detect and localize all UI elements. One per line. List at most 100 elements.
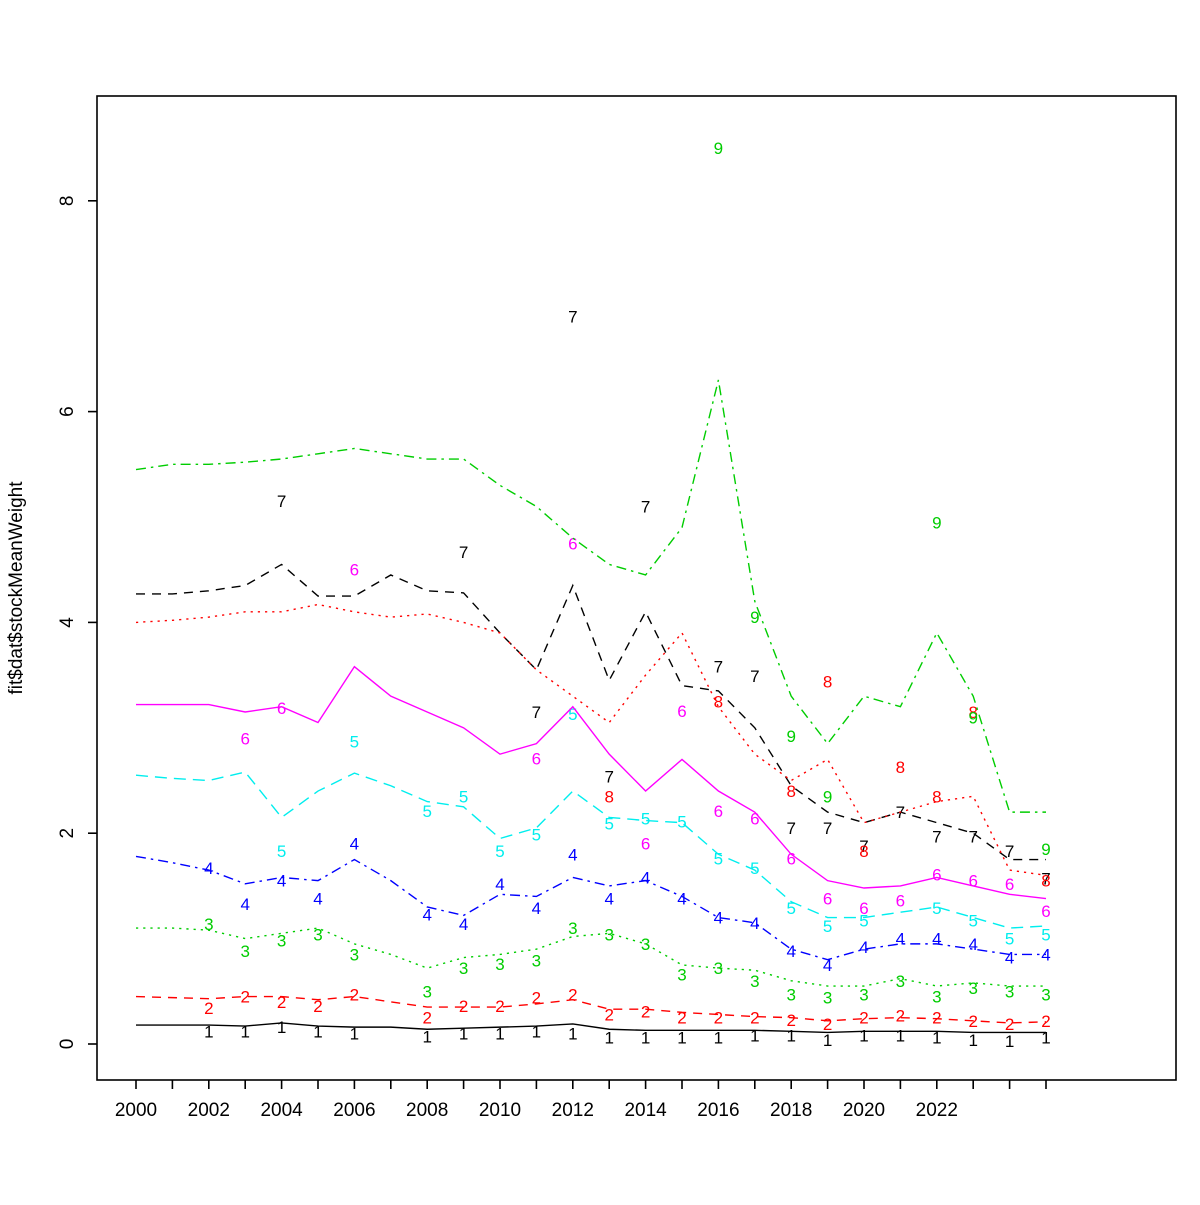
obs-label-age-2: 2 — [604, 1005, 613, 1024]
obs-label-age-3: 3 — [932, 988, 941, 1007]
obs-label-age-8: 8 — [823, 672, 832, 691]
obs-label-age-2: 2 — [277, 993, 286, 1012]
x-tick-label: 2010 — [479, 1100, 521, 1121]
obs-label-age-1: 1 — [823, 1031, 832, 1050]
obs-label-age-2: 2 — [641, 1002, 650, 1021]
obs-label-age-3: 3 — [1005, 982, 1014, 1001]
obs-label-age-4: 4 — [1005, 949, 1014, 968]
obs-label-age-6: 6 — [896, 892, 905, 911]
obs-label-age-2: 2 — [204, 999, 213, 1018]
obs-label-age-2: 2 — [896, 1007, 905, 1026]
obs-label-age-2: 2 — [859, 1009, 868, 1028]
obs-label-age-4: 4 — [240, 895, 249, 914]
series-line-age-9 — [135, 379, 1046, 813]
obs-label-age-4: 4 — [859, 938, 868, 957]
x-tick-label: 2004 — [260, 1100, 303, 1121]
series-line-age-2 — [135, 995, 1047, 1024]
obs-label-age-7: 7 — [277, 492, 286, 511]
obs-label-age-9: 9 — [786, 727, 795, 746]
obs-label-age-4: 4 — [968, 935, 977, 954]
obs-label-age-9: 9 — [1041, 840, 1050, 859]
obs-label-age-7: 7 — [968, 827, 977, 846]
obs-label-age-1: 1 — [641, 1029, 650, 1048]
obs-label-age-1: 1 — [968, 1031, 977, 1050]
plot-frame — [96, 95, 1177, 1081]
series-line-age-4 — [135, 855, 1046, 961]
obs-label-age-6: 6 — [786, 849, 795, 868]
obs-label-age-7: 7 — [568, 308, 577, 327]
obs-label-age-1: 1 — [313, 1022, 322, 1041]
obs-label-age-9: 9 — [714, 139, 723, 158]
obs-label-age-9: 9 — [750, 608, 759, 627]
obs-label-age-5: 5 — [350, 733, 359, 752]
obs-label-age-3: 3 — [786, 985, 795, 1004]
obs-label-age-6: 6 — [568, 534, 577, 553]
obs-label-age-3: 3 — [568, 919, 577, 938]
obs-label-age-3: 3 — [677, 965, 686, 984]
obs-label-age-4: 4 — [277, 872, 286, 891]
obs-label-age-6: 6 — [277, 699, 286, 718]
x-tick-label: 2020 — [843, 1100, 885, 1121]
obs-label-age-5: 5 — [932, 899, 941, 918]
obs-label-age-3: 3 — [896, 972, 905, 991]
obs-label-age-6: 6 — [1005, 875, 1014, 894]
obs-label-age-6: 6 — [859, 899, 868, 918]
obs-label-age-4: 4 — [677, 890, 686, 909]
series-line-age-5 — [135, 771, 1047, 929]
obs-label-age-3: 3 — [313, 925, 322, 944]
obs-label-age-1: 1 — [714, 1029, 723, 1048]
obs-label-age-3: 3 — [604, 925, 613, 944]
obs-label-age-6: 6 — [750, 809, 759, 828]
obs-label-age-4: 4 — [641, 868, 650, 887]
obs-label-age-1: 1 — [240, 1022, 249, 1041]
obs-label-age-4: 4 — [422, 905, 431, 924]
obs-label-age-8: 8 — [714, 692, 723, 711]
obs-label-age-3: 3 — [859, 985, 868, 1004]
obs-label-age-2: 2 — [677, 1009, 686, 1028]
obs-label-age-1: 1 — [204, 1022, 213, 1041]
obs-label-age-1: 1 — [896, 1027, 905, 1046]
obs-label-age-2: 2 — [313, 997, 322, 1016]
obs-label-age-4: 4 — [204, 859, 213, 878]
series-line-age-1 — [136, 1022, 1046, 1034]
obs-label-age-7: 7 — [932, 827, 941, 846]
obs-label-age-6: 6 — [932, 865, 941, 884]
y-tick-label: 6 — [57, 406, 78, 417]
obs-label-age-5: 5 — [823, 917, 832, 936]
obs-label-age-1: 1 — [277, 1018, 286, 1037]
obs-label-age-3: 3 — [350, 945, 359, 964]
obs-label-age-9: 9 — [968, 708, 977, 727]
obs-label-age-5: 5 — [1005, 930, 1014, 949]
x-tick-label: 2002 — [188, 1100, 230, 1121]
obs-label-age-6: 6 — [677, 702, 686, 721]
obs-label-age-2: 2 — [1041, 1012, 1050, 1031]
obs-label-age-5: 5 — [968, 912, 977, 931]
obs-label-age-4: 4 — [1041, 945, 1050, 964]
obs-label-age-4: 4 — [750, 914, 759, 933]
obs-label-age-3: 3 — [750, 972, 759, 991]
y-axis-label: fit$dat$stockMeanWeight — [6, 481, 27, 695]
obs-label-age-4: 4 — [313, 890, 322, 909]
obs-label-age-6: 6 — [532, 749, 541, 768]
obs-label-age-3: 3 — [823, 989, 832, 1008]
obs-label-age-2: 2 — [1005, 1015, 1014, 1034]
x-tick-label: 2008 — [406, 1100, 448, 1121]
obs-label-age-7: 7 — [1005, 842, 1014, 861]
obs-label-age-8: 8 — [786, 782, 795, 801]
x-tick-label: 2000 — [115, 1100, 157, 1121]
obs-label-age-2: 2 — [568, 985, 577, 1004]
obs-label-age-4: 4 — [532, 899, 541, 918]
obs-label-age-4: 4 — [786, 942, 795, 961]
obs-label-age-3: 3 — [968, 979, 977, 998]
obs-label-age-6: 6 — [714, 802, 723, 821]
x-tick-label: 2016 — [697, 1100, 739, 1121]
obs-label-age-2: 2 — [786, 1011, 795, 1030]
obs-label-age-5: 5 — [677, 813, 686, 832]
obs-label-age-1: 1 — [459, 1024, 468, 1043]
obs-label-age-3: 3 — [641, 935, 650, 954]
obs-label-age-2: 2 — [968, 1012, 977, 1031]
obs-label-age-1: 1 — [932, 1029, 941, 1048]
obs-label-age-3: 3 — [204, 915, 213, 934]
obs-label-age-1: 1 — [677, 1029, 686, 1048]
